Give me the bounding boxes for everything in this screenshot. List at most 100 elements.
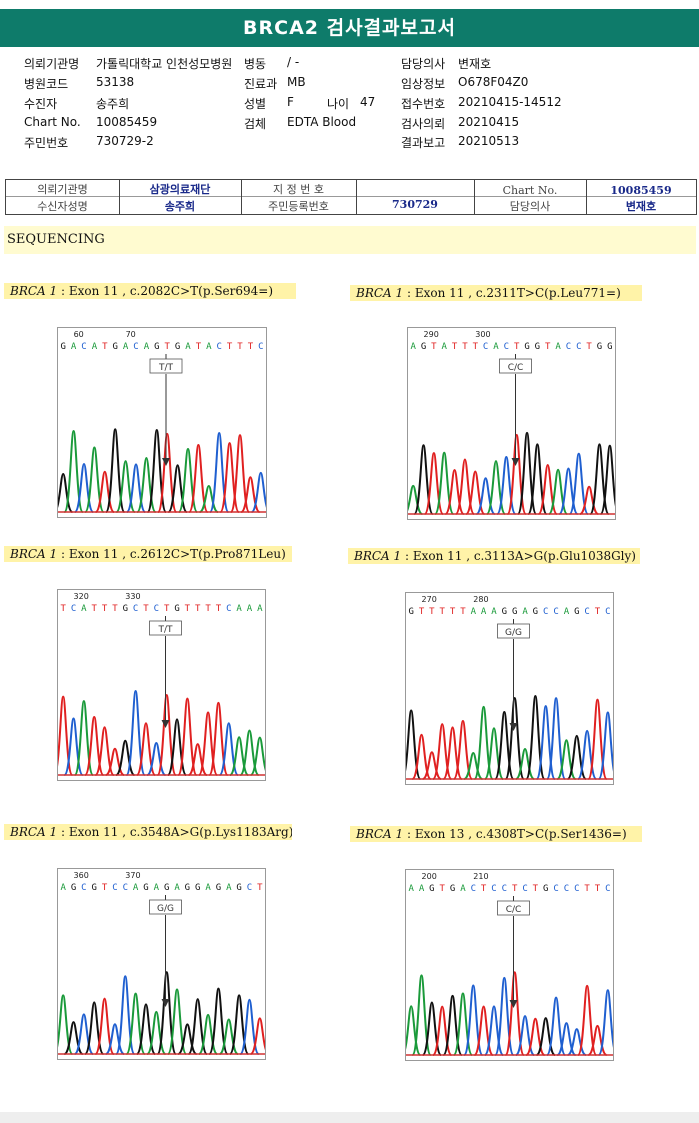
base-letter: A	[491, 607, 497, 617]
info-value: 송주희	[96, 97, 130, 111]
variant-label: BRCA 1 : Exon 11 , c.3548A>G(p.Lys1183Ar…	[4, 824, 292, 840]
trace-peak	[146, 741, 167, 776]
table-divider	[6, 196, 696, 197]
base-letter: A	[60, 883, 66, 893]
info-label: 검사의뢰	[401, 117, 446, 131]
base-letter: G	[543, 884, 548, 894]
info-value: 20210415-14512	[458, 95, 562, 109]
trace-peak	[545, 996, 567, 1056]
arrow-head-icon	[161, 720, 170, 728]
info-value: O678F04Z0	[458, 75, 529, 89]
trace-peak	[157, 432, 178, 513]
genotype-box	[497, 900, 530, 916]
base-letter: G	[216, 883, 221, 893]
base-letter: A	[236, 604, 242, 614]
trace-peak	[166, 988, 188, 1055]
base-letter: C	[553, 884, 558, 894]
base-letter: C	[491, 884, 496, 894]
base-letter: G	[502, 607, 507, 617]
base-letter: C	[504, 342, 509, 352]
base-letter: C	[81, 883, 86, 893]
base-letter: G	[185, 883, 190, 893]
base-letter: A	[442, 342, 448, 352]
base-letter: T	[257, 883, 263, 893]
table-divider	[119, 180, 120, 214]
trace-peak	[177, 1023, 198, 1055]
trace-peak	[597, 989, 613, 1056]
trace-peak	[463, 751, 483, 780]
table-divider	[474, 180, 475, 214]
trace-peak	[406, 709, 422, 780]
position-number: 300	[475, 330, 490, 339]
base-letter: G	[143, 883, 148, 893]
base-letter: T	[440, 607, 446, 617]
trace-peak	[249, 1017, 265, 1055]
base-letter: A	[247, 604, 253, 614]
trace-peak	[411, 974, 432, 1056]
base-letter: T	[452, 342, 458, 352]
genotype-text: G/G	[505, 628, 522, 638]
base-letter: A	[71, 342, 77, 352]
arrow-head-icon	[161, 999, 170, 1007]
page-footer	[0, 1112, 699, 1123]
info-label: 담당의사	[401, 57, 446, 71]
base-letter: T	[112, 604, 118, 614]
info-value: EDTA Blood	[287, 115, 357, 129]
base-letter: C	[502, 884, 507, 894]
table-divider	[241, 180, 242, 214]
trace-peak	[177, 697, 198, 776]
base-letter: T	[196, 342, 202, 352]
info-value: 20210513	[458, 134, 520, 148]
gene-name: BRCA 1	[356, 827, 404, 841]
info-value: 730729-2	[96, 134, 154, 148]
info-label: 의뢰기관명	[24, 57, 80, 71]
base-letter: G	[450, 884, 455, 894]
base-letter: T	[205, 604, 211, 614]
base-letter: G	[154, 342, 159, 352]
info-label: 임상정보	[401, 77, 446, 91]
base-letter: T	[514, 342, 520, 352]
base-letter: T	[429, 607, 435, 617]
genotype-text: T/T	[158, 363, 174, 373]
base-letter: A	[174, 883, 180, 893]
info-label: 검체	[244, 117, 267, 131]
position-number: 200	[422, 872, 437, 881]
genotype-text: C/C	[508, 363, 524, 373]
trace-peak	[568, 452, 589, 515]
arrow-head-icon	[162, 458, 170, 466]
base-letter: T	[440, 884, 446, 894]
base-letter: G	[195, 883, 200, 893]
variant-label: BRCA 1 : Exon 13 , c.4308T>C(p.Ser1436=)	[350, 826, 642, 842]
base-letter: C	[123, 883, 128, 893]
base-letter: A	[408, 884, 414, 894]
trace-peak	[156, 971, 177, 1055]
inst-label: 의뢰기관명	[37, 183, 88, 196]
patient-label: 수신자성명	[37, 200, 88, 213]
base-letter: A	[205, 883, 211, 893]
arrow-head-icon	[509, 723, 518, 731]
variant-desc: : Exon 11 , c.2082C>T(p.Ser694=)	[57, 284, 274, 298]
base-letter: C	[605, 884, 610, 894]
trace-peak	[599, 444, 615, 515]
trace-peak	[422, 751, 442, 780]
base-letter: T	[462, 342, 468, 352]
trace-peak	[115, 975, 136, 1055]
info-value: 47	[360, 95, 376, 109]
gene-name: BRCA 1	[10, 825, 58, 839]
position-number: 360	[74, 871, 89, 880]
trace-peak	[545, 697, 567, 780]
base-letter: G	[112, 342, 117, 352]
trace-peak	[188, 444, 209, 513]
variant-desc: : Exon 11 , c.3548A>G(p.Lys1183Arg)	[57, 825, 292, 839]
info-value: / -	[287, 55, 300, 69]
base-letter: T	[586, 342, 592, 352]
chart-label: Chart No.	[502, 184, 558, 197]
base-letter: A	[555, 342, 561, 352]
base-letter: C	[216, 342, 221, 352]
section-bar: SEQUENCING	[4, 226, 696, 254]
base-letter: A	[522, 607, 528, 617]
base-letter: C	[522, 884, 527, 894]
patient-value: 송주희	[164, 200, 196, 213]
info-label: 접수번호	[401, 97, 446, 111]
position-number: 60	[74, 330, 84, 339]
